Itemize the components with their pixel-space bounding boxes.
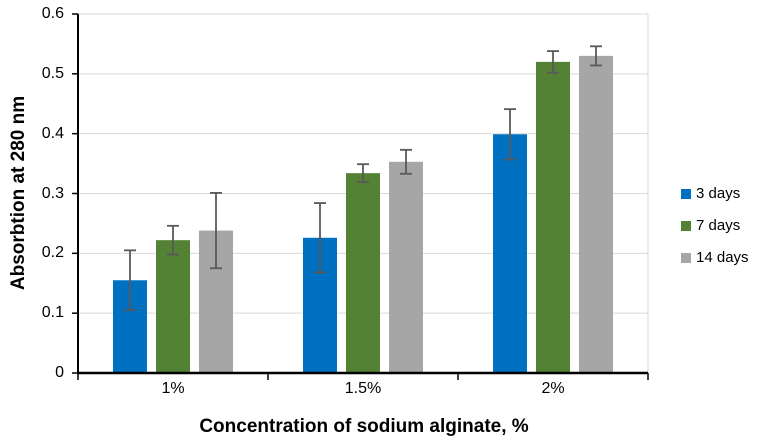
x-axis-category-label: 1.5% — [344, 380, 382, 397]
y-axis-tick-label: 0.3 — [41, 184, 64, 202]
bar-3-days-2% — [493, 134, 527, 373]
x-axis-category-label: 1% — [161, 380, 185, 397]
legend-item: 14 days — [681, 248, 749, 267]
y-axis-tick-label: 0 — [55, 364, 64, 381]
y-axis-tick-label: 0.4 — [41, 124, 64, 142]
legend: 3 days 7 days 14 days — [681, 184, 749, 280]
legend-color-swatch-icon — [681, 188, 691, 199]
bar-14-days-2% — [579, 55, 613, 374]
y-axis-tick-label: 0.6 — [41, 5, 64, 22]
legend-label: 3 days — [696, 185, 741, 202]
bar-7-days-2% — [536, 61, 570, 373]
y-axis-tick-label: 0.2 — [41, 244, 64, 262]
x-axis-title: Concentration of sodium alginate, % — [199, 416, 529, 437]
legend-color-swatch-icon — [681, 252, 691, 263]
y-axis-tick-label: 0.1 — [41, 304, 64, 322]
x-axis-category-label: 2% — [541, 380, 565, 397]
y-axis-tick-label: 0.5 — [41, 64, 64, 82]
bar-7-days-1.5% — [346, 173, 380, 373]
bar-14-days-1.5% — [389, 161, 423, 373]
legend-item: 7 days — [681, 216, 749, 235]
legend-item: 3 days — [681, 184, 749, 203]
legend-color-swatch-icon — [681, 220, 691, 231]
bar-7-days-1% — [156, 240, 190, 373]
legend-label: 7 days — [696, 217, 741, 234]
legend-label: 14 days — [696, 249, 749, 266]
